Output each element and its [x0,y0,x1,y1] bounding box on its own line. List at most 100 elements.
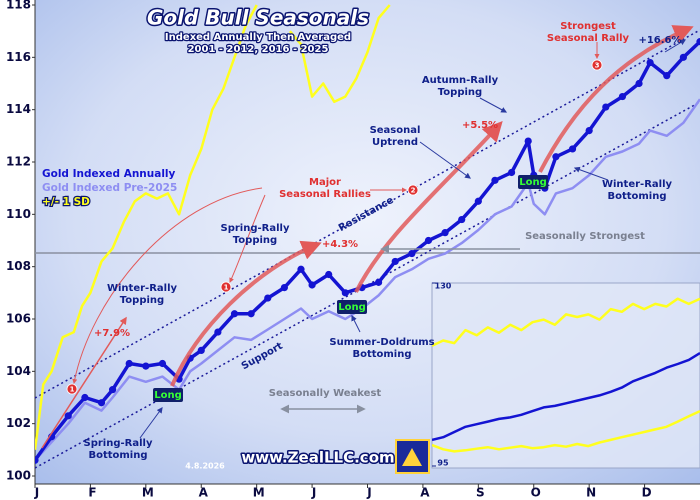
rally-marker-label: 2 [411,187,416,195]
x-tick-label: N [586,486,596,500]
x-tick-label: J [366,486,371,500]
y-tick-label: 104 [6,364,31,378]
series-line [432,409,700,453]
inset-tick-label: 95 [437,459,449,468]
rally-marker-label: 1 [70,386,75,394]
y-tick-label: 110 [6,207,31,221]
y-tick-label: 116 [6,50,31,64]
annotation: Topping [233,235,277,246]
data-point [264,294,272,302]
signal-badge [153,388,183,402]
x-tick-label: D [642,486,652,500]
y-tick-label: 118 [6,0,31,12]
logo-mark [402,448,422,466]
annotation: +4.3% [322,239,358,250]
data-point [441,229,449,237]
inset-frame [431,282,700,469]
annotation: Bottoming [88,450,147,461]
annotation: Seasonal Rally [547,33,630,44]
annotation: Bottoming [352,349,411,360]
x-tick-label: A [420,486,430,500]
data-point [158,359,167,368]
arrow [351,314,361,333]
annotation: Bottoming [607,191,666,202]
arrow [664,39,687,53]
annotation: Seasonal Rallies [279,189,371,200]
data-point [696,38,700,46]
data-point [142,362,150,370]
x-tick-label: A [199,486,209,500]
annotation: Seasonal [370,125,421,136]
arrow [170,240,322,387]
data-point [474,197,482,205]
data-point [197,346,205,354]
inset-layer [432,297,700,453]
annotation: +16.6% [638,35,681,46]
annotation: Topping [120,295,164,306]
data-point [97,399,106,407]
data-point [458,215,466,224]
x-tick-label: J [34,486,39,500]
rally-marker [407,184,419,196]
annotation: Autumn-Rally [422,75,499,86]
data-point [230,310,239,318]
logo-box [395,439,430,474]
arrow [229,194,266,283]
website: www.ZealLLC.com [241,449,394,467]
x-tick-label: S [476,486,485,500]
data-point [491,176,499,184]
arrow [354,121,503,293]
y-tick-label: 112 [6,155,31,169]
data-point [635,79,643,88]
data-point [424,236,433,245]
data-point [679,53,687,61]
rally-marker [220,281,232,293]
data-point [568,145,577,153]
series-line [432,352,700,442]
data-point [374,278,383,286]
arrows [41,25,694,449]
data-point [81,393,89,402]
annotation: Topping [438,87,482,98]
series-line [35,4,258,450]
legend-entry: Gold Indexed Pre-2025 [42,182,177,194]
annotation: Winter-Rally [602,179,673,190]
logo [395,439,430,474]
signal-badge [337,300,367,314]
arrow [139,407,163,439]
data-point [602,103,610,111]
rally-marker-label: 3 [595,62,600,70]
annotation: Uptrend [372,137,418,148]
annotation: Winter-Rally [107,283,178,294]
date: 4.8.2026 [185,462,225,471]
inset-tick-label: 130 [435,282,452,291]
data-point [214,328,222,336]
x-tick-label: J [311,486,316,500]
annotation: +7.9% [94,328,130,339]
data-point [552,153,560,161]
data-point [585,127,593,135]
rally-marker-label: 1 [224,284,229,292]
support-line [34,101,700,469]
signal-label: Long [519,177,547,188]
data-point [507,168,516,177]
series-line [35,98,700,462]
arrow [573,166,609,181]
chart-subtitle: Indexed Annually Then Averaged [165,32,351,43]
annotation: +5.5% [462,120,498,131]
chart-subtitle: 2001 - 2012, 2016 - 2025 [188,44,329,55]
arrow [419,141,471,179]
annotation: Summer-Doldrums [329,337,434,348]
annotation: Major [309,177,341,188]
data-point [341,289,349,297]
x-tick-label: F [88,486,96,500]
x-tick-label: M [142,486,154,500]
arrow [72,187,263,384]
annotation: Strongest [560,21,616,32]
series-layer [35,4,700,464]
y-tick-label: 100 [6,469,31,483]
data-point [325,270,333,279]
x-tick-label: M [253,486,265,500]
arrow [479,97,508,113]
